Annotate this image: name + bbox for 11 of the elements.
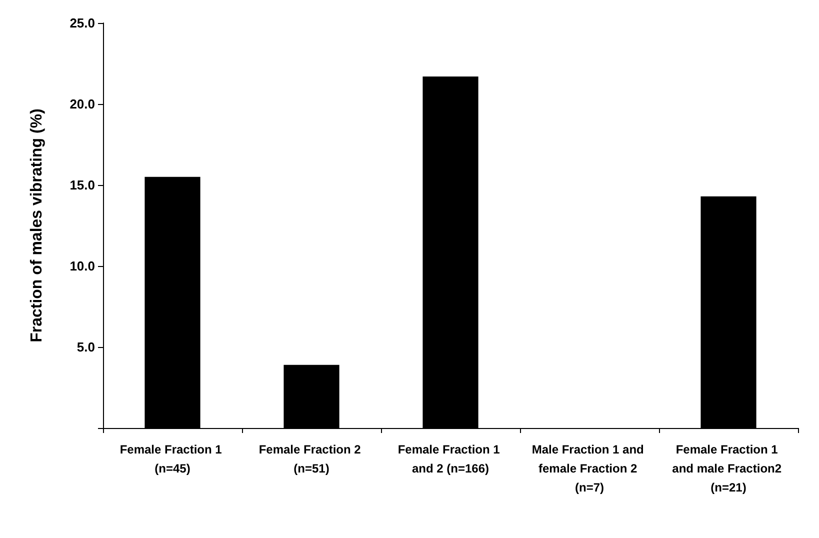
y-axis-title: Fraction of males vibrating (%) xyxy=(28,108,46,342)
x-tick-label: Female Fraction 1 and male Fraction2 (n=21) xyxy=(672,442,785,494)
x-tick-label: Female Fraction 1 and 2 (n=166) xyxy=(398,442,504,476)
x-tick-label: Male Fraction 1 and female Fraction 2 (n=7) xyxy=(532,442,648,494)
y-tick-label: 15.0 xyxy=(70,178,95,192)
y-tick-label: 20.0 xyxy=(70,96,95,112)
x-tick-label: Female Fraction 2 (n=51) xyxy=(258,442,364,476)
y-tick-label: 5.0 xyxy=(76,340,95,354)
y-tick-label: 25.0 xyxy=(70,16,95,30)
x-tick-label: Female Fraction 1 (n=45) xyxy=(120,442,226,476)
y-tick-label: 10.0 xyxy=(70,258,95,274)
